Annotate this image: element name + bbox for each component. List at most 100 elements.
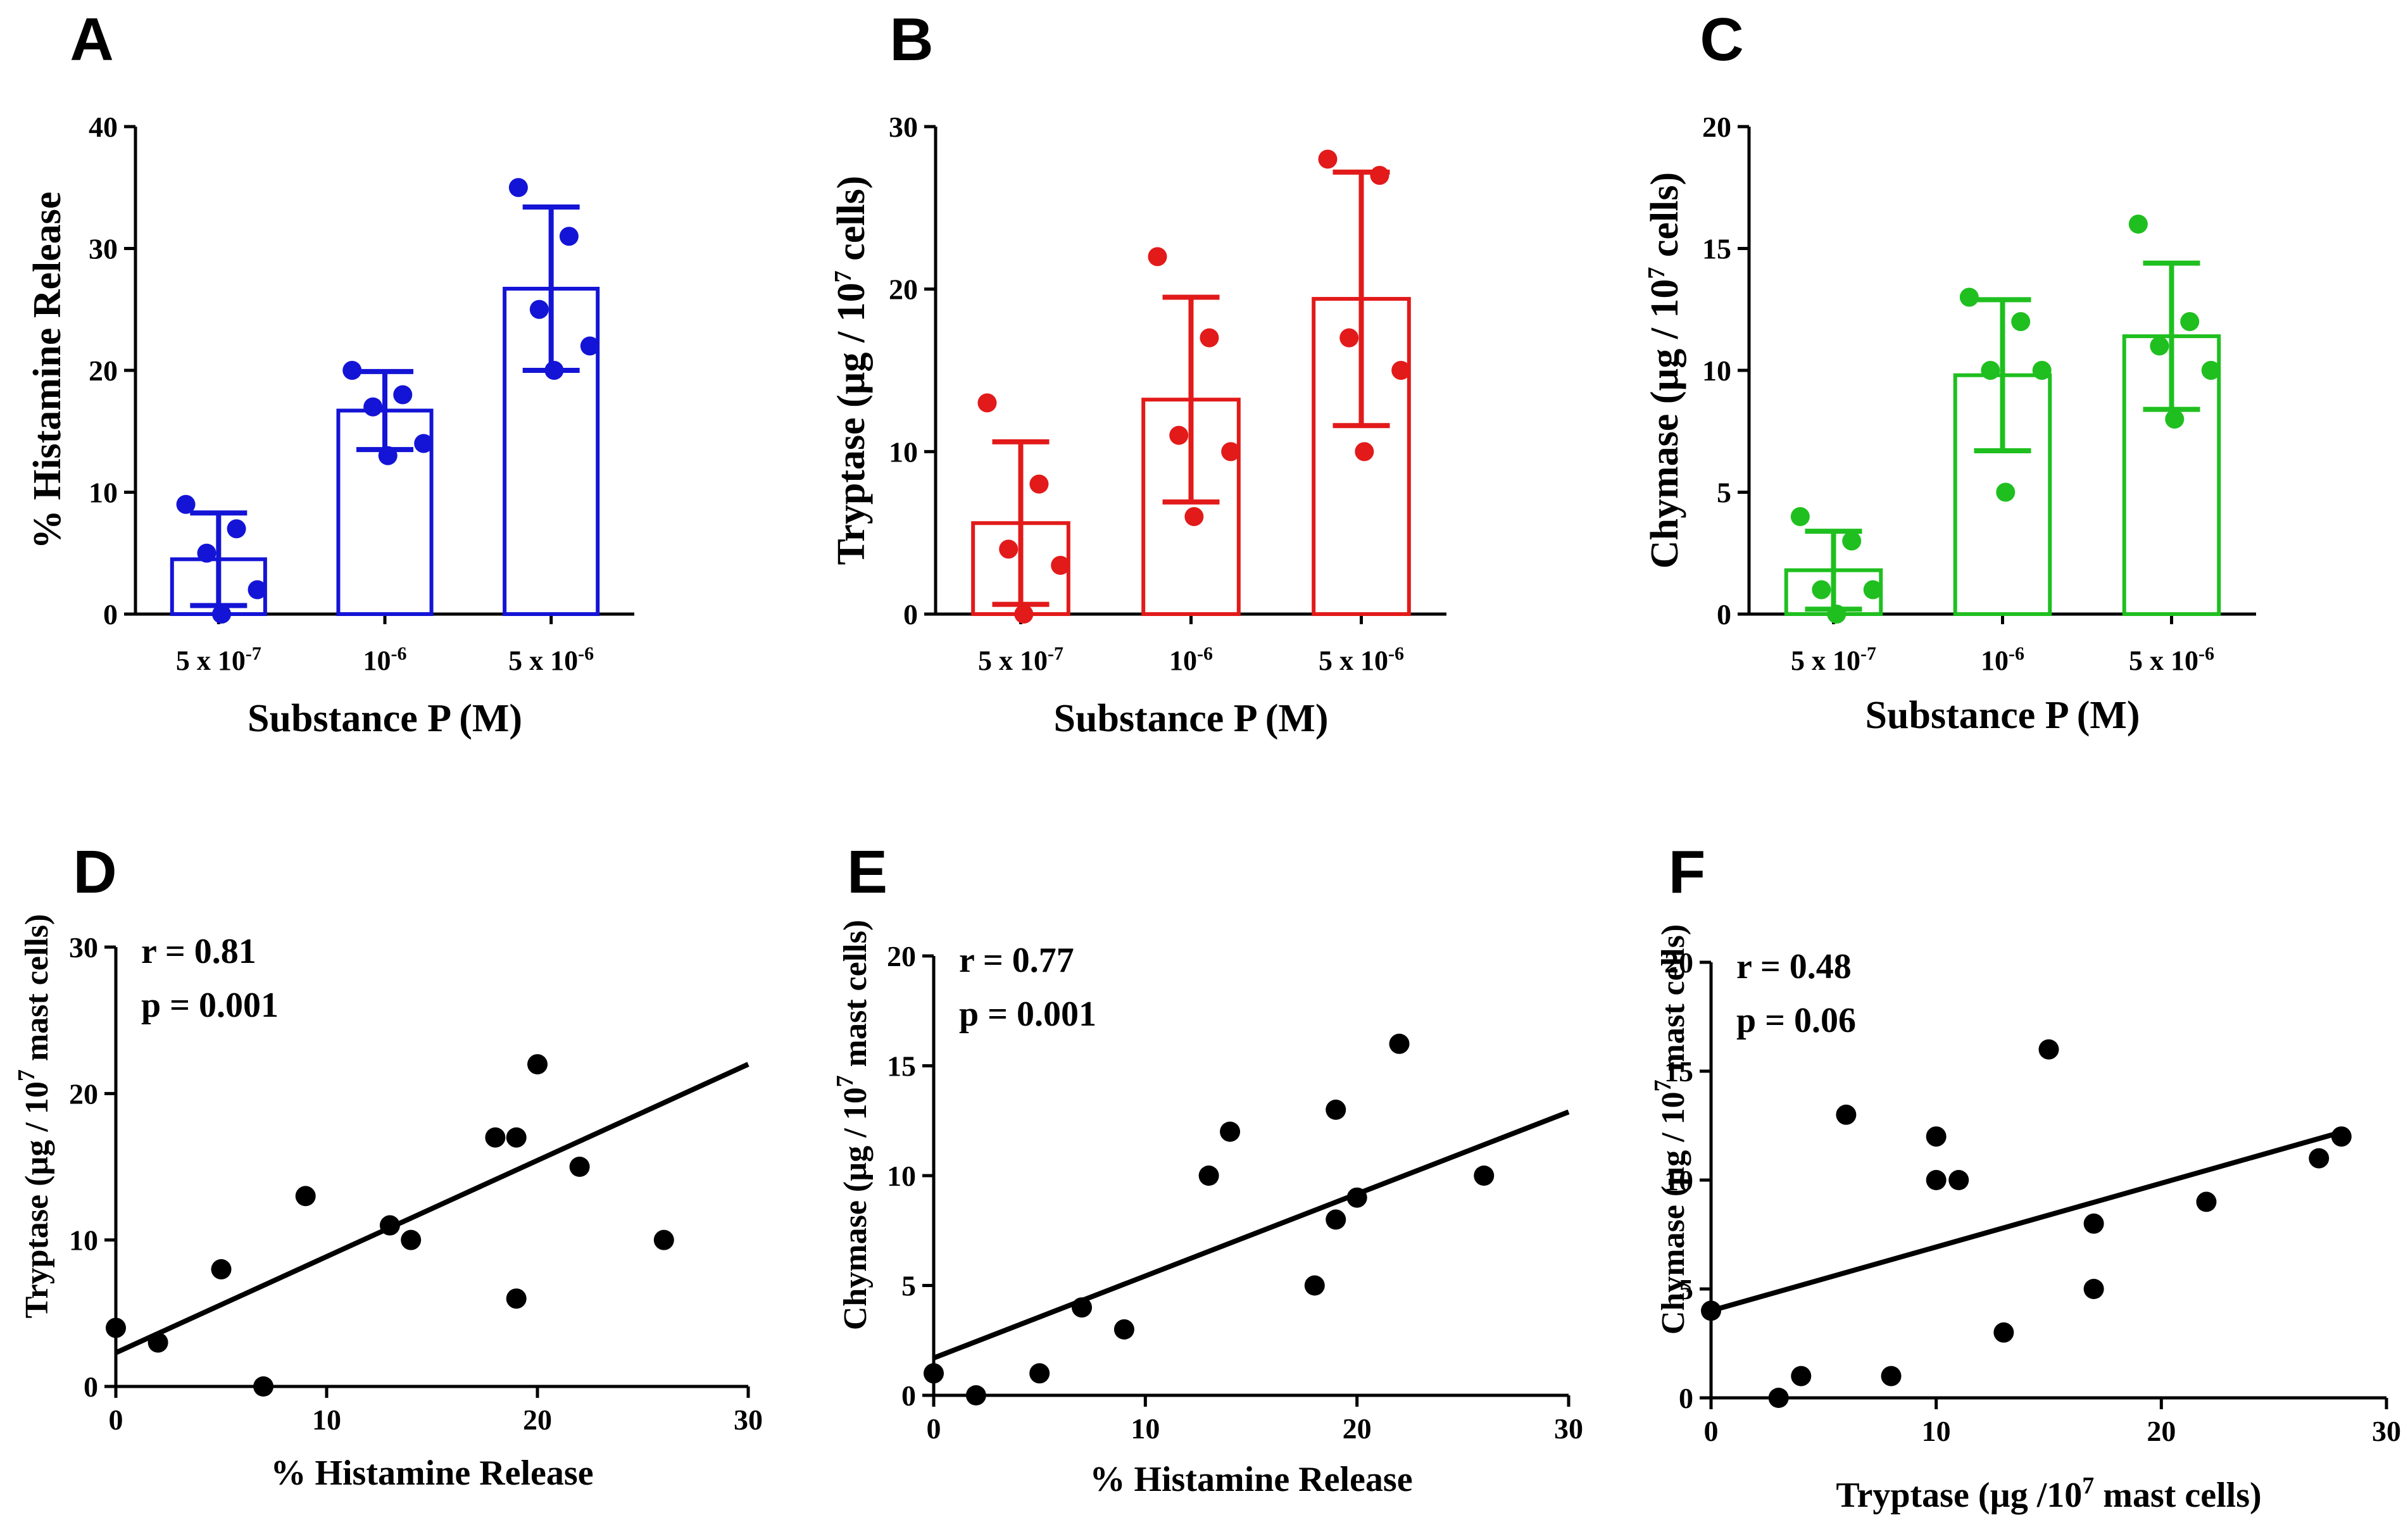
data-point xyxy=(1926,1170,1947,1190)
data-point xyxy=(295,1186,316,1207)
y-tick-label: 10 xyxy=(889,436,918,468)
y-tick-label: 10 xyxy=(1702,355,1731,387)
p-value: p = 0.001 xyxy=(141,986,279,1025)
y-tick-label: 40 xyxy=(89,111,118,143)
data-point xyxy=(401,1229,422,1250)
data-point xyxy=(2331,1126,2352,1147)
data-point xyxy=(1959,287,1979,307)
data-point xyxy=(227,519,246,539)
data-point xyxy=(1014,605,1034,624)
data-point xyxy=(1790,507,1810,526)
category-label: 10-6 xyxy=(1169,643,1213,677)
data-point xyxy=(1318,149,1338,169)
panel-b: B 0 10 20 30 5 x 10-7 10-6 5 x 10-6 Substance P … xyxy=(830,6,1446,740)
x-tick-label: 20 xyxy=(2147,1415,2176,1447)
data-point xyxy=(1184,507,1204,526)
data-point xyxy=(1072,1297,1093,1318)
x-tick-label: 10 xyxy=(312,1404,341,1436)
data-point xyxy=(1169,425,1189,445)
y-tick-label: 20 xyxy=(887,940,916,972)
data-point xyxy=(1474,1166,1495,1186)
data-point xyxy=(342,361,362,380)
data-point xyxy=(1863,580,1883,600)
data-point xyxy=(1220,1121,1241,1142)
x-tick-label: 20 xyxy=(1343,1412,1372,1445)
panel-letter: C xyxy=(1700,6,1743,73)
x-tick-label: 30 xyxy=(2372,1415,2401,1447)
data-point xyxy=(1339,328,1359,348)
data-point xyxy=(379,1215,400,1236)
p-value: p = 0.06 xyxy=(1736,1001,1856,1040)
x-axis-label: Tryptase (µg /107 mast cells) xyxy=(1836,1473,2261,1515)
y-tick-label: 10 xyxy=(1664,1164,1693,1197)
y-tick-label: 15 xyxy=(887,1050,916,1083)
data-point xyxy=(1326,1209,1346,1230)
panel-e: E 0 5 10 15 20 0 10 20 30 r = 0.77 p = 0.001 % Hista… xyxy=(832,838,1583,1499)
panel-letter: A xyxy=(70,6,113,73)
regression-line xyxy=(932,1109,1570,1360)
panel-c: C 0 5 10 15 20 5 x 10-7 10-6 5 x 10-6 Substance P… xyxy=(1643,6,2256,737)
data-point xyxy=(2150,336,2169,356)
data-point xyxy=(506,1127,527,1148)
category-label: 5 x 10-7 xyxy=(978,643,1063,677)
data-point xyxy=(506,1288,527,1309)
category-label: 5 x 10-6 xyxy=(1319,643,1404,677)
y-tick-label: 20 xyxy=(89,355,118,387)
data-point xyxy=(363,397,383,417)
data-point xyxy=(1981,361,2000,380)
y-tick-label: 15 xyxy=(1702,233,1731,265)
data-point xyxy=(1926,1126,1947,1147)
y-tick-label: 10 xyxy=(887,1160,916,1192)
data-point xyxy=(529,299,549,319)
data-point xyxy=(924,1363,944,1384)
data-point xyxy=(253,1376,274,1397)
data-point xyxy=(559,227,579,246)
data-point xyxy=(1148,247,1167,267)
data-point xyxy=(1029,474,1049,494)
y-tick-label: 10 xyxy=(89,477,118,509)
data-point xyxy=(211,1259,232,1279)
y-tick-label: 0 xyxy=(84,1371,98,1403)
panel-a: A 0 10 20 30 40 5 x 10-7 10-6 5 x 10-6 Substance … xyxy=(26,6,634,740)
data-point xyxy=(1701,1300,1721,1321)
y-tick-label: 10 xyxy=(69,1224,98,1257)
correlation-r: r = 0.48 xyxy=(1736,947,1852,986)
data-point xyxy=(212,605,232,624)
data-point xyxy=(2309,1148,2330,1169)
x-tick-label: 0 xyxy=(1704,1415,1719,1447)
data-point xyxy=(653,1229,674,1250)
data-point xyxy=(2083,1213,2104,1234)
y-axis-label: Chymase (µg / 107 cells) xyxy=(1643,172,1686,569)
data-point xyxy=(508,178,528,198)
data-point xyxy=(197,543,216,563)
data-point xyxy=(1198,1166,1219,1186)
data-point xyxy=(1391,361,1411,380)
y-tick-label: 5 xyxy=(1717,477,1731,509)
x-tick-label: 30 xyxy=(734,1404,763,1436)
y-axis-label: Tryptase (µg / 107 cells) xyxy=(830,176,873,565)
x-axis-label: % Histamine Release xyxy=(1089,1460,1412,1499)
data-point xyxy=(2165,410,2185,429)
data-point xyxy=(2180,312,2200,331)
x-axis-label: Substance P (M) xyxy=(1866,694,2140,737)
category-label: 5 x 10-6 xyxy=(508,643,594,677)
data-point xyxy=(2083,1279,2104,1299)
data-point xyxy=(977,393,997,413)
x-tick-label: 10 xyxy=(1922,1415,1951,1447)
data-point xyxy=(1200,328,1219,348)
data-point xyxy=(1304,1275,1325,1296)
panel-letter: F xyxy=(1669,838,1706,906)
data-point xyxy=(1768,1388,1789,1408)
data-point xyxy=(1791,1366,1812,1386)
category-label: 10-6 xyxy=(363,643,407,677)
category-label: 5 x 10-7 xyxy=(176,643,261,677)
data-point xyxy=(1221,442,1241,462)
y-axis-label: Chymase (µg / 107 mast cells) xyxy=(1650,924,1691,1335)
data-point xyxy=(1370,166,1389,185)
y-tick-label: 20 xyxy=(1664,946,1693,979)
y-tick-label: 0 xyxy=(1679,1382,1693,1414)
panel-f: F 0 5 10 15 20 0 10 20 30 r = 0.48 p = 0.06 Tryptase… xyxy=(1650,838,2401,1515)
data-point xyxy=(106,1317,126,1338)
data-point xyxy=(1827,605,1847,624)
